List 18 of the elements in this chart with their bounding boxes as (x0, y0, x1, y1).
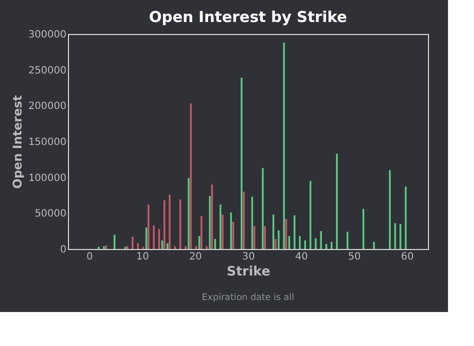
y-tick-label: 100000 (28, 172, 66, 184)
x-tick-label: 20 (189, 252, 202, 262)
x-tick-label: 30 (242, 252, 255, 262)
text: Expiration date is all (202, 293, 294, 303)
x-axis-title: Strike (226, 264, 270, 280)
y-tick-label: 300000 (28, 30, 66, 40)
x-tick-label: 40 (295, 252, 308, 262)
y-tick-label: 150000 (28, 137, 66, 148)
y-tick-label: 200000 (28, 101, 66, 112)
x-tick-label: 60 (400, 252, 414, 262)
x-tick-label: 0 (86, 252, 93, 262)
y-tick-label: 50000 (34, 208, 66, 220)
y-tick-label: 250000 (28, 65, 66, 76)
y-axis-title: Open Interest (10, 95, 24, 189)
x-tick-label: 50 (348, 252, 361, 262)
chart-title: Open Interest by Strike (148, 8, 348, 26)
x-tick-label: 10 (136, 252, 149, 262)
y-tick-label: 0 (60, 244, 66, 256)
